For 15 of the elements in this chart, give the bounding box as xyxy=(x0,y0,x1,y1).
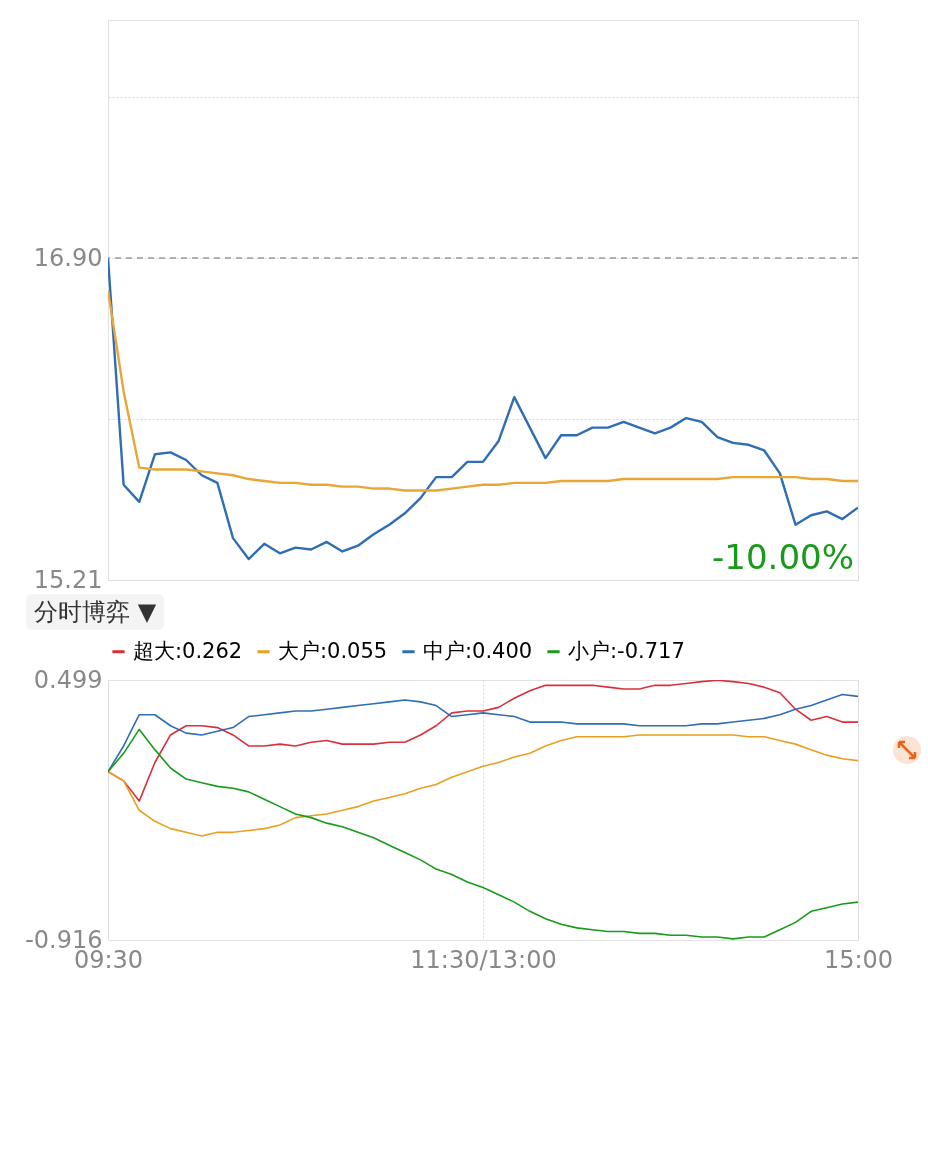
line-series xyxy=(108,734,858,837)
y-tick-label: 0.499 xyxy=(33,665,103,694)
line-series xyxy=(108,693,858,773)
chart-title: 分时博弈 ▼ xyxy=(26,594,165,630)
legend-label: 超大:0.262 xyxy=(133,638,243,663)
legend-label: 小户:-0.717 xyxy=(568,638,685,663)
legend-label: 中户:0.400 xyxy=(423,638,533,663)
x-tick-label: 15:00 xyxy=(823,945,894,974)
annotation: -10.00% xyxy=(712,537,854,577)
x-tick-label: 11:30/13:00 xyxy=(410,945,557,974)
y-tick-label: 15.21 xyxy=(33,565,103,594)
y-tick-label: 16.90 xyxy=(33,243,103,272)
line-series xyxy=(108,289,858,492)
legend-label: 大户:0.055 xyxy=(278,638,388,663)
line-series xyxy=(108,728,858,940)
